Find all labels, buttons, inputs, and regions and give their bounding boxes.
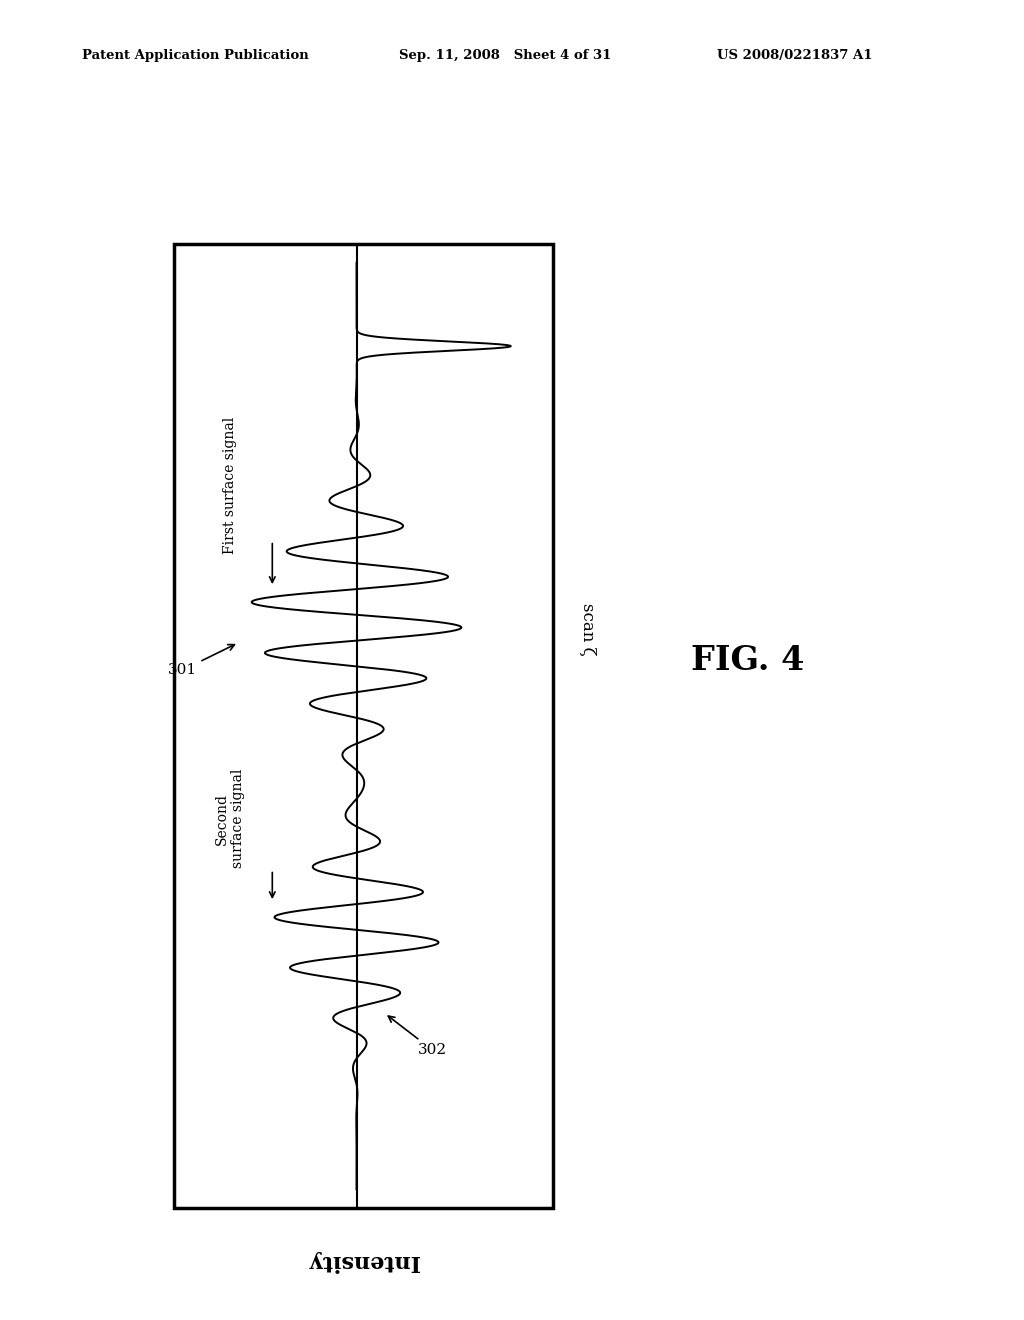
Text: FIG. 4: FIG. 4 [691,644,804,676]
Text: Patent Application Publication: Patent Application Publication [82,49,308,62]
Text: Second
surface signal: Second surface signal [215,770,246,869]
Text: scan ζ: scan ζ [579,603,596,656]
Text: First surface signal: First surface signal [223,417,238,553]
Text: 301: 301 [167,644,234,677]
Bar [174,244,553,1208]
Text: US 2008/0221837 A1: US 2008/0221837 A1 [717,49,872,62]
Text: Intensity: Intensity [308,1250,419,1271]
Text: Sep. 11, 2008   Sheet 4 of 31: Sep. 11, 2008 Sheet 4 of 31 [399,49,611,62]
Text: 302: 302 [388,1016,447,1057]
